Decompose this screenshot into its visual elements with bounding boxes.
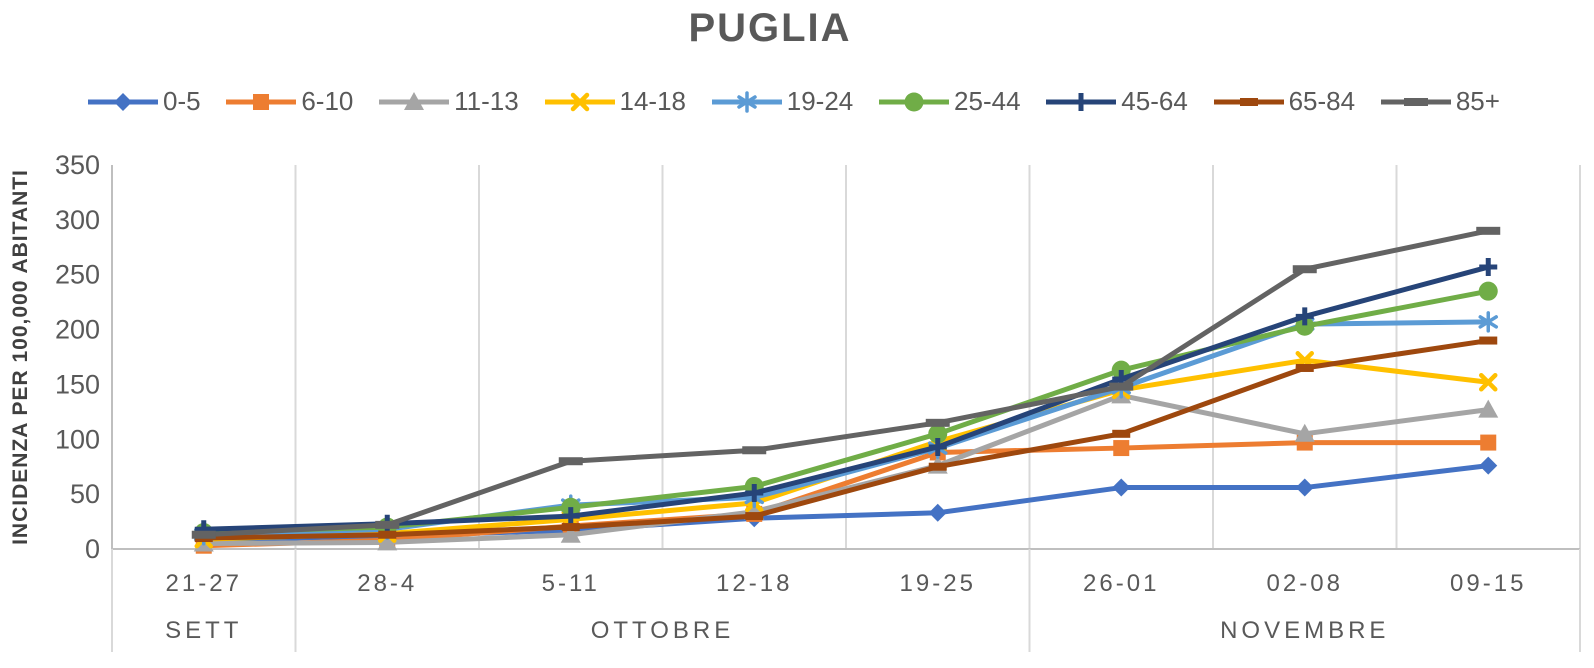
marker-85+ bbox=[558, 457, 583, 466]
legend-marker-x-icon bbox=[544, 92, 615, 111]
x-tick-label: 09-15 bbox=[1450, 570, 1526, 597]
legend-item-19-24[interactable]: 19-24 bbox=[711, 86, 854, 117]
legend-marker-square-icon bbox=[226, 93, 297, 110]
chart-title: PUGLIA bbox=[688, 6, 852, 50]
y-tick-label: 50 bbox=[70, 479, 100, 509]
series-line-45-64 bbox=[201, 264, 1491, 532]
x-tick-label: 12-18 bbox=[716, 570, 792, 597]
marker-65-84 bbox=[378, 530, 397, 539]
legend-label: 65-84 bbox=[1288, 86, 1356, 116]
marker-11-13 bbox=[1294, 423, 1315, 442]
marker-85+ bbox=[925, 418, 950, 427]
y-tick-label: 350 bbox=[55, 150, 100, 180]
x-tick-label: 21-27 bbox=[166, 570, 242, 597]
marker-6-10 bbox=[1113, 440, 1130, 457]
legend-glyph-45-64 bbox=[1072, 92, 1091, 111]
x-tick-label: 5-11 bbox=[542, 570, 600, 597]
legend-glyph-19-24 bbox=[737, 90, 757, 113]
marker-11-13 bbox=[377, 532, 398, 551]
marker-45-64 bbox=[1479, 258, 1498, 277]
legend-marker-plus-icon bbox=[1046, 92, 1117, 111]
marker-45-64 bbox=[1295, 307, 1314, 326]
legend-glyph-25-44 bbox=[904, 92, 924, 111]
x-tick-label: 26-01 bbox=[1083, 570, 1159, 597]
legend-item-0-5[interactable]: 0-5 bbox=[88, 86, 201, 117]
legend-label: 0-5 bbox=[163, 86, 201, 116]
series-line-65-84 bbox=[201, 338, 1491, 541]
legend-glyph-6-10 bbox=[253, 93, 270, 110]
marker-65-84 bbox=[745, 512, 764, 521]
y-tick-label: 200 bbox=[55, 315, 100, 345]
legend-item-45-64[interactable]: 45-64 bbox=[1046, 86, 1188, 117]
marker-19-24 bbox=[1478, 311, 1498, 333]
y-tick-label: 100 bbox=[55, 424, 100, 454]
marker-85+ bbox=[742, 446, 767, 455]
month-label: SETT bbox=[165, 617, 242, 644]
marker-0-5 bbox=[1112, 478, 1131, 497]
marker-11-13 bbox=[1478, 399, 1499, 418]
legend-marker-circle-icon bbox=[879, 92, 950, 111]
legend-marker-long-dash-icon bbox=[1380, 97, 1451, 106]
marker-25-44 bbox=[928, 424, 948, 444]
marker-0-5 bbox=[928, 503, 947, 522]
series-line-11-13 bbox=[201, 392, 1491, 547]
legend-glyph-85+ bbox=[1403, 97, 1428, 106]
y-tick-label: 150 bbox=[55, 369, 100, 399]
legend-item-6-10[interactable]: 6-10 bbox=[226, 86, 353, 117]
legend-item-14-18[interactable]: 14-18 bbox=[544, 86, 687, 117]
marker-65-84 bbox=[561, 523, 580, 532]
legend-marker-dash-icon bbox=[1213, 97, 1284, 106]
marker-85+ bbox=[191, 530, 216, 539]
marker-0-5 bbox=[1479, 456, 1498, 475]
y-tick-label: 250 bbox=[55, 260, 100, 290]
legend-item-25-44[interactable]: 25-44 bbox=[879, 86, 1021, 117]
marker-0-5 bbox=[1295, 478, 1314, 497]
legend-item-85+[interactable]: 85+ bbox=[1380, 86, 1500, 117]
legend-marker-triangle-icon bbox=[379, 91, 450, 110]
marker-65-84 bbox=[928, 462, 947, 471]
marker-25-44 bbox=[1295, 316, 1315, 336]
legend-item-65-84[interactable]: 65-84 bbox=[1213, 86, 1356, 117]
marker-85+ bbox=[1109, 382, 1134, 391]
legend: 0-5 6-10 11-13 14-18 19-24 25-44 45-64 65-84 85+ bbox=[88, 86, 1500, 117]
y-tick-label: 300 bbox=[55, 205, 100, 235]
marker-45-64 bbox=[928, 437, 947, 456]
marker-45-64 bbox=[745, 484, 764, 503]
marker-45-64 bbox=[561, 507, 580, 526]
legend-label: 19-24 bbox=[786, 86, 854, 116]
marker-65-84 bbox=[1479, 336, 1498, 345]
marker-6-10 bbox=[1480, 434, 1497, 451]
legend-glyph-0-5 bbox=[114, 92, 132, 111]
marker-85+ bbox=[1476, 226, 1501, 235]
legend-label: 85+ bbox=[1455, 86, 1500, 116]
marker-65-84 bbox=[1295, 363, 1314, 372]
marker-65-84 bbox=[1112, 429, 1131, 438]
month-label: OTTOBRE bbox=[591, 617, 735, 644]
legend-label: 11-13 bbox=[454, 86, 519, 116]
legend-label: 45-64 bbox=[1121, 86, 1188, 116]
marker-25-44 bbox=[1478, 281, 1498, 301]
marker-11-13 bbox=[560, 524, 581, 543]
x-tick-label: 28-4 bbox=[357, 570, 417, 597]
legend-label: 6-10 bbox=[301, 86, 354, 116]
legend-glyph-65-84 bbox=[1239, 97, 1258, 106]
series-line-6-10 bbox=[201, 440, 1491, 549]
y-tick-label: 0 bbox=[85, 534, 100, 564]
legend-marker-asterisk-icon bbox=[711, 90, 782, 113]
marker-14-18 bbox=[1479, 372, 1498, 392]
legend-glyph-14-18 bbox=[570, 92, 589, 111]
series-line-85+ bbox=[201, 228, 1491, 538]
legend-glyph-11-13 bbox=[404, 91, 425, 110]
legend-label: 25-44 bbox=[954, 86, 1021, 116]
x-tick-label: 02-08 bbox=[1267, 570, 1343, 597]
legend-marker-diamond-icon bbox=[88, 92, 158, 111]
marker-85+ bbox=[375, 520, 400, 529]
x-tick-label: 19-25 bbox=[900, 570, 976, 597]
month-label: NOVEMBRE bbox=[1220, 617, 1389, 644]
marker-85+ bbox=[1292, 265, 1317, 274]
legend-item-11-13[interactable]: 11-13 bbox=[379, 86, 519, 117]
legend-label: 14-18 bbox=[619, 86, 687, 116]
